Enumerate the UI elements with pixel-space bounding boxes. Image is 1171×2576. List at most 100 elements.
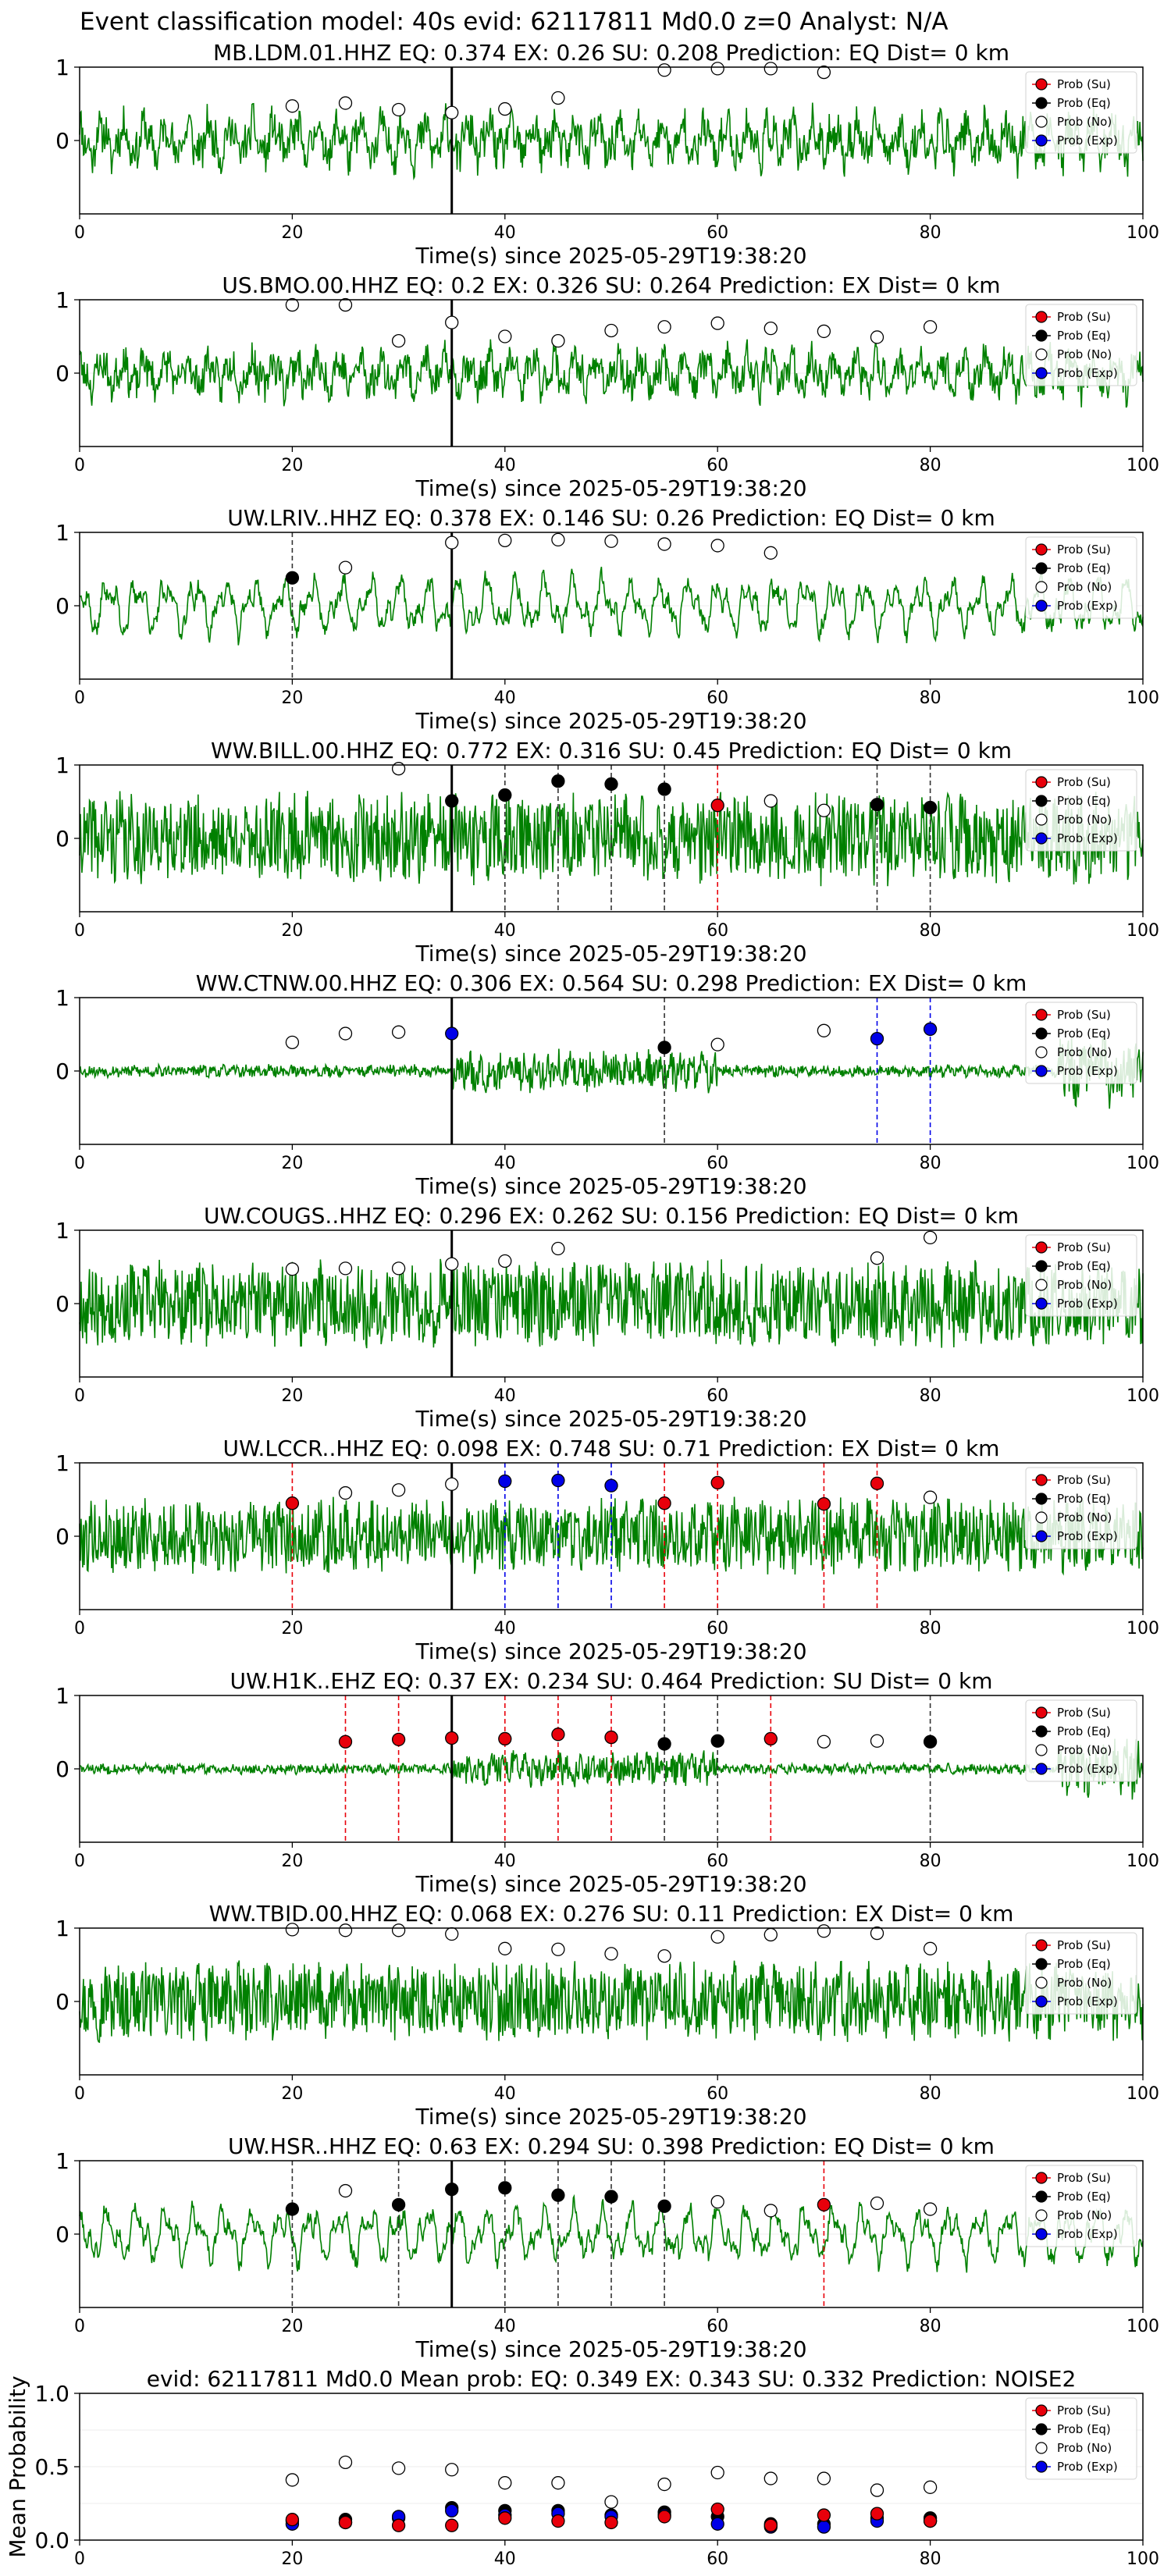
x-tick-label: 0 [74,2317,85,2336]
x-tick-label: 100 [1127,2317,1159,2336]
y-tick-label: 1 [55,55,69,80]
legend-marker [1035,776,1048,788]
prob-point-su [551,1727,565,1742]
panel-title: UW.LRIV..HHZ EQ: 0.378 EX: 0.146 SU: 0.2… [227,505,995,531]
prob-point-no [551,1942,565,1956]
legend-label: Prob (Eq) [1057,1492,1111,1506]
prob-point-no [923,1941,938,1955]
x-tick-label: 80 [920,688,941,708]
prob-point-no [338,1261,353,1276]
prob-point-no [870,2196,884,2211]
waveform-trace [79,567,1144,646]
mean-point-su [338,2515,353,2530]
prob-point-eq [551,774,565,788]
legend-label: Prob (Exp) [1057,831,1118,845]
mean-point-exp [710,2517,724,2531]
panels: MB.LDM.01.HHZ EQ: 0.374 EX: 0.26 SU: 0.2… [5,40,1159,2569]
x-tick-label: 60 [707,456,728,475]
prob-point-eq [923,800,938,815]
y-tick-label: 0 [55,1756,69,1782]
x-axis-label: Time(s) since 2025-05-29T19:38:20 [415,1406,806,1432]
x-tick-label: 0 [74,921,85,941]
x-tick-label: 40 [494,1386,516,1406]
prob-point-no [391,1923,406,1937]
x-tick-label: 20 [281,456,303,475]
panel-title: evid: 62117811 Md0.0 Mean prob: EQ: 0.34… [147,2366,1077,2392]
legend-marker [1035,78,1048,91]
prob-point-no [338,96,353,110]
mean-point-no [338,2455,353,2470]
mean-point-su [923,2514,938,2528]
x-tick-label: 0 [74,1154,85,1173]
legend-marker [1035,1530,1048,1542]
prob-point-no [870,1926,884,1941]
y-tick-label: 1 [55,2148,69,2174]
prob-point-no [551,91,565,105]
y-tick-label: 0 [55,593,69,619]
mean-point-no [763,2471,778,2485]
waveform-trace [79,102,1144,181]
x-tick-label: 100 [1127,688,1159,708]
panel-title: WW.CTNW.00.HHZ EQ: 0.306 EX: 0.564 SU: 0… [196,970,1027,996]
prob-point-eq [285,571,300,585]
legend-marker [1035,2423,1048,2435]
x-tick-label: 100 [1127,456,1159,475]
legend-marker [1035,562,1048,575]
x-tick-label: 100 [1127,921,1159,941]
legend-label: Prob (Eq) [1057,1259,1111,1273]
mean-point-no [445,2463,459,2477]
prob-point-no [338,1923,353,1937]
y-tick-label: 1 [55,985,69,1011]
prob-point-su [285,1496,300,1510]
x-axis-label: Time(s) since 2025-05-29T19:38:20 [415,1638,806,1664]
legend-label: Prob (Su) [1057,1240,1111,1254]
prob-point-eq [551,2188,565,2202]
y-tick-label: 1 [55,1450,69,1476]
legend-box [1025,1467,1137,1550]
x-tick-label: 60 [707,223,728,243]
legend-label: Prob (Exp) [1057,133,1118,148]
prob-point-su [445,1731,459,1745]
legend-label: Prob (Su) [1057,2403,1111,2418]
mean-point-su [604,2515,618,2530]
prob-point-no [870,1734,884,1748]
y-axis-label: Mean Probability [5,2375,30,2557]
legend-marker [1035,813,1048,826]
x-tick-label: 20 [281,688,303,708]
prob-point-eq [604,2190,618,2204]
prob-point-no [391,102,406,117]
prob-point-no [657,320,671,334]
prob-point-su [710,1475,724,1490]
x-tick-label: 60 [707,2084,728,2104]
x-axis-label: Time(s) since 2025-05-29T19:38:20 [415,2336,806,2362]
legend-label: Prob (Su) [1057,1008,1111,1022]
x-tick-label: 0 [74,1386,85,1406]
legend-label: Prob (Exp) [1057,1064,1118,1078]
x-tick-label: 100 [1127,2549,1159,2569]
x-axis-label: Time(s) since 2025-05-29T19:38:20 [415,1173,806,1199]
prob-point-su [338,1735,353,1749]
waveform-trace [79,1035,1144,1109]
legend-marker [1035,1939,1048,1952]
prob-point-no [285,1035,300,1049]
legend-label: Prob (No) [1057,2208,1112,2222]
mean-point-no [870,2483,884,2497]
legend-label: Prob (Exp) [1057,599,1118,613]
prob-point-no [604,323,618,338]
prob-point-su [870,1476,884,1490]
mean-point-su [445,2518,459,2532]
legend-marker [1035,1027,1048,1040]
mean-point-su [657,2510,671,2524]
mean-point-no [817,2471,831,2485]
prob-point-no [817,1735,831,1749]
x-tick-label: 80 [920,2549,941,2569]
mean-point-no [710,2465,724,2480]
x-tick-label: 80 [920,2317,941,2336]
x-tick-label: 40 [494,1154,516,1173]
legend-label: Prob (Eq) [1057,96,1111,110]
prob-point-no [923,2202,938,2216]
waveform-trace [79,339,1144,408]
legend-label: Prob (No) [1057,2441,1112,2455]
prob-point-no [604,534,618,548]
prob-point-su [604,1730,618,1745]
